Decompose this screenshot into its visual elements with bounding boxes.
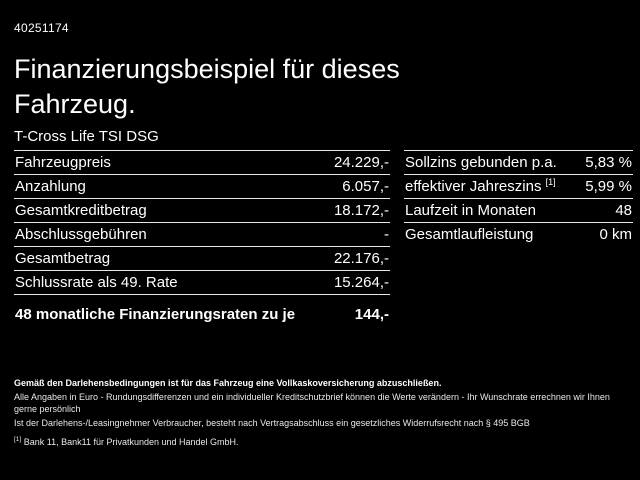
footer-line-insurance: Gemäß den Darlehensbedingungen ist für d… xyxy=(14,378,442,388)
row-value: 48 xyxy=(615,202,632,219)
legal-footer: Gemäß den Darlehensbedingungen ist für d… xyxy=(14,377,629,450)
footer-bank-note: [1] Bank 11, Bank11 für Privatkunden und… xyxy=(14,436,629,449)
row-value: 5,99 % xyxy=(585,178,632,195)
row-value: 15.264,- xyxy=(333,274,389,291)
financing-table-left: Fahrzeugpreis 24.229,- Anzahlung 6.057,-… xyxy=(14,150,390,326)
page-title-line1: Finanzierungsbeispiel für dieses xyxy=(14,54,400,84)
table-row-monthly-rate: 48 monatliche Finanzierungsraten zu je 1… xyxy=(14,294,390,326)
table-row: Fahrzeugpreis 24.229,- xyxy=(14,150,390,174)
table-row: Abschlussgebühren - xyxy=(14,222,390,246)
footer-line-withdrawal: Ist der Darlehens-/Leasingnehmer Verbrau… xyxy=(14,417,530,428)
table-row: Gesamtlaufleistung 0 km xyxy=(404,222,633,246)
table-row: Sollzins gebunden p.a. 5,83 % xyxy=(404,150,633,174)
table-row: Anzahlung 6.057,- xyxy=(14,174,390,198)
row-label: Fahrzeugpreis xyxy=(15,154,111,171)
page-title: Finanzierungsbeispiel für dieses Fahrzeu… xyxy=(14,52,400,122)
row-label: effektiver Jahreszins [1] xyxy=(405,177,556,195)
row-label: Schlussrate als 49. Rate xyxy=(15,274,178,291)
row-value: 24.229,- xyxy=(333,154,389,171)
row-label: Abschlussgebühren xyxy=(15,226,147,243)
footer-line-disclaimer: Alle Angaben in Euro - Rundungsdifferenz… xyxy=(14,391,610,415)
row-label: 48 monatliche Finanzierungsraten zu je xyxy=(15,306,296,323)
table-row: Laufzeit in Monaten 48 xyxy=(404,198,633,222)
row-value: 6.057,- xyxy=(342,178,389,195)
table-row: effektiver Jahreszins [1] 5,99 % xyxy=(404,174,633,198)
row-label: Gesamtkreditbetrag xyxy=(15,202,147,219)
row-value: 5,83 % xyxy=(585,154,632,171)
table-row: Schlussrate als 49. Rate 15.264,- xyxy=(14,270,390,294)
row-value: - xyxy=(384,226,389,243)
row-label: Laufzeit in Monaten xyxy=(405,202,536,219)
footnote-ref: [1] xyxy=(14,436,22,443)
vehicle-id: 40251174 xyxy=(14,21,69,35)
footnote-ref: [1] xyxy=(545,177,556,187)
footnote-text: Bank 11, Bank11 für Privatkunden und Han… xyxy=(21,437,239,447)
row-label: Sollzins gebunden p.a. xyxy=(405,154,557,171)
row-value: 22.176,- xyxy=(333,250,389,267)
row-label: Anzahlung xyxy=(15,178,86,195)
table-row: Gesamtkreditbetrag 18.172,- xyxy=(14,198,390,222)
row-label: Gesamtbetrag xyxy=(15,250,111,267)
row-value: 0 km xyxy=(599,226,632,243)
page-title-line2: Fahrzeug. xyxy=(14,89,136,119)
table-row: Gesamtbetrag 22.176,- xyxy=(14,246,390,270)
vehicle-model: T-Cross Life TSI DSG xyxy=(14,128,159,145)
row-label: Gesamtlaufleistung xyxy=(405,226,534,243)
row-value: 18.172,- xyxy=(333,202,389,219)
financing-table-right: Sollzins gebunden p.a. 5,83 % effektiver… xyxy=(404,150,633,246)
row-value: 144,- xyxy=(354,306,389,323)
